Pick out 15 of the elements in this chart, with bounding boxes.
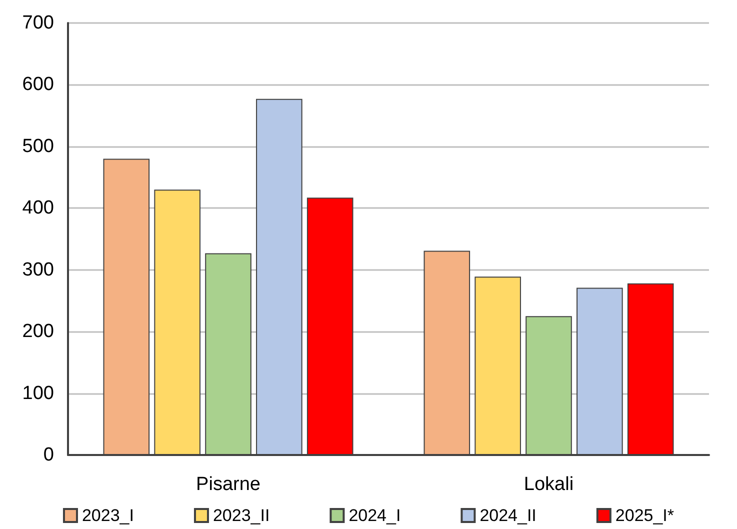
legend-label: 2025_I*: [615, 506, 674, 525]
legend-label: 2024_II: [480, 506, 536, 525]
y-tick-label: 0: [43, 444, 54, 466]
y-tick-label: 400: [22, 198, 54, 219]
y-tick-label: 700: [22, 12, 54, 34]
legend-label: 2023_II: [212, 506, 270, 525]
x-tick-label: Pisarne: [196, 474, 260, 495]
legend-label: 2023_I: [82, 506, 134, 525]
y-tick-label: 100: [22, 382, 54, 404]
y-tick-label: 600: [22, 74, 54, 96]
x-tick-label: Lokali: [524, 474, 574, 495]
y-tick-label: 500: [22, 136, 54, 157]
y-tick-label: 300: [22, 259, 54, 280]
legend-label: 2024_I: [348, 506, 401, 525]
y-tick-label: 200: [22, 321, 54, 342]
